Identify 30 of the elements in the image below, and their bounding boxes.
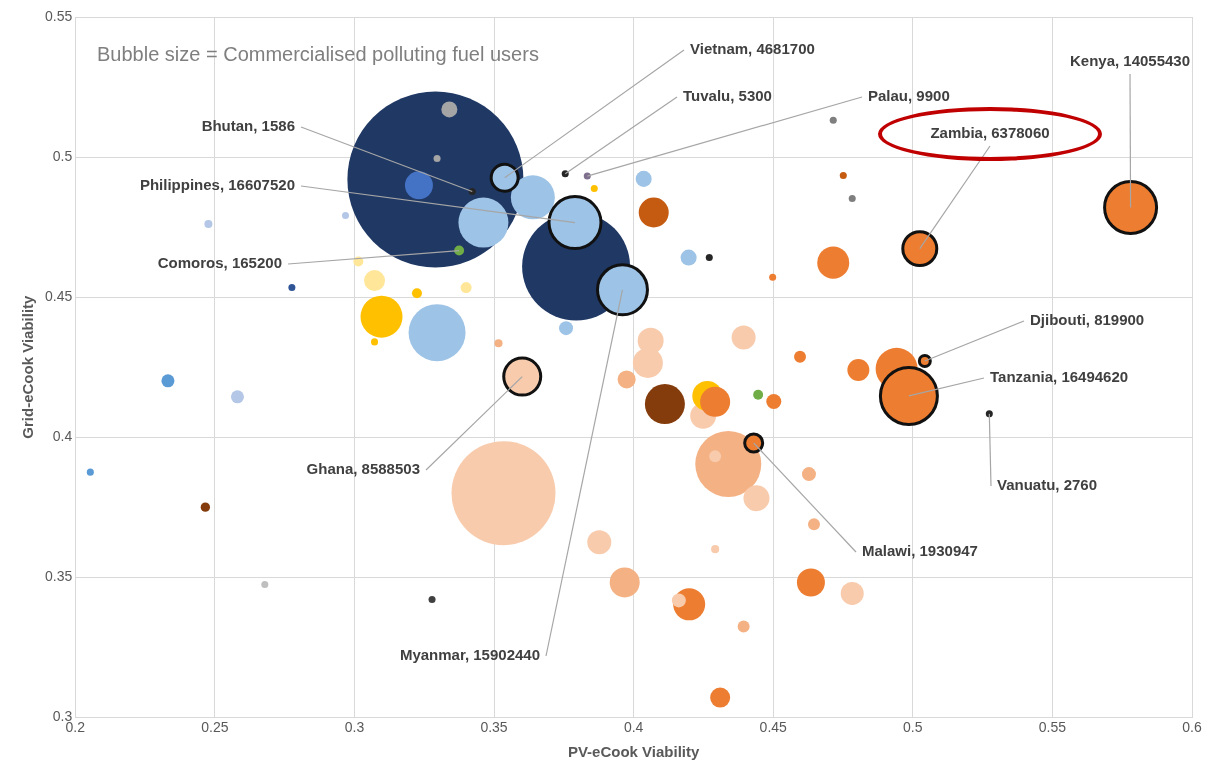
annotation: Tuvalu, 5300 xyxy=(683,87,772,105)
y-tick-label: 0.35 xyxy=(45,568,73,585)
y-tick-label: 0.5 xyxy=(52,147,73,164)
annotation: Comoros, 165200 xyxy=(157,254,282,272)
y-tick-label: 0.55 xyxy=(45,7,73,24)
x-tick-label: 0.4 xyxy=(623,719,644,736)
annotation: Philippines, 16607520 xyxy=(139,176,295,194)
annotation: Ghana, 8588503 xyxy=(306,460,420,478)
x-tick-label: 0.45 xyxy=(759,719,788,736)
annotation: Palau, 9900 xyxy=(868,87,950,105)
x-tick-label: 0.25 xyxy=(201,719,229,736)
annotation: Djibouti, 819900 xyxy=(1030,311,1145,329)
annotation: Tanzania, 16494620 xyxy=(990,368,1129,386)
x-tick-label: 0.6 xyxy=(1182,719,1202,736)
x-tick-label: 0.55 xyxy=(1038,719,1067,736)
annotation: Bhutan, 1586 xyxy=(201,117,295,135)
annotation: Vietnam, 4681700 xyxy=(690,40,815,58)
y-tick-label: 0.45 xyxy=(45,287,73,304)
annotation: Malawi, 1930947 xyxy=(862,542,978,560)
x-tick-label: 0.5 xyxy=(903,719,923,736)
y-tick-label: 0.4 xyxy=(52,427,73,444)
x-tick-label: 0.35 xyxy=(480,719,508,736)
x-axis-title: PV-eCook Viability xyxy=(567,743,700,761)
annotation: Vanuatu, 2760 xyxy=(997,476,1098,494)
annotation: Zambia, 6378060 xyxy=(930,124,1050,142)
annotation: Myanmar, 15902440 xyxy=(399,646,540,664)
y-axis-title: Grid-eCook Viability xyxy=(19,294,37,439)
annotation: Kenya, 14055430 xyxy=(1069,52,1191,70)
annotation: Bubble size = Commercialised polluting fuel users xyxy=(97,42,539,65)
x-tick-label: 0.3 xyxy=(344,719,365,736)
